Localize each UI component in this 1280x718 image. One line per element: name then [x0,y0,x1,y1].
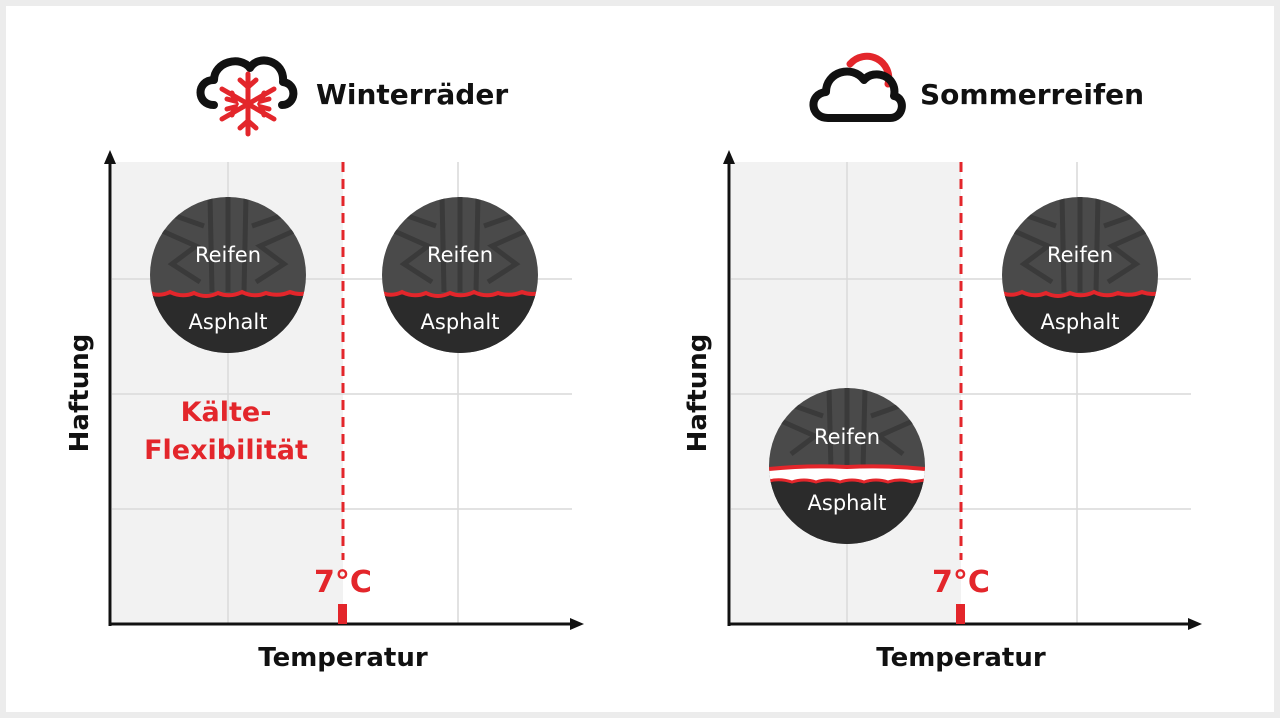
summer-title: Sommerreifen [920,78,1144,111]
threshold-label: 7°C [314,565,372,600]
tire-label-bottom: Asphalt [189,310,268,334]
note-line-2: Flexibilität [144,435,308,466]
note-line-1: Kälte- [181,397,272,428]
tire-label-bottom: Asphalt [1041,310,1120,334]
winter-title: Winterräder [316,78,508,111]
x-axis-label: Temperatur [876,643,1046,673]
y-axis-label: Haftung [65,334,95,453]
tire-contact-warm: Reifen Asphalt [382,197,538,353]
tire-label-top: Reifen [195,243,261,267]
summer-panel: Sommerreifen Haftung Temperatur 7°C [683,52,1202,673]
tire-label-top: Reifen [1047,243,1113,267]
winter-panel: Winterräder Haftung Temperatur 7°C Kälte… [65,56,584,673]
threshold-marker [956,604,965,624]
tire-contact-cold: Reifen Asphalt [769,388,925,544]
tire-contact-warm: Reifen Asphalt [1002,197,1158,353]
tire-label-bottom: Asphalt [808,491,887,515]
x-axis-label: Temperatur [258,643,428,673]
sun-cloud-icon [809,52,906,122]
tire-label-top: Reifen [427,243,493,267]
tire-label-top: Reifen [814,425,880,449]
threshold-marker [338,604,347,624]
tire-label-bottom: Asphalt [421,310,500,334]
y-axis-label: Haftung [683,334,713,453]
threshold-label: 7°C [932,565,990,600]
snow-cloud-icon [196,56,298,137]
